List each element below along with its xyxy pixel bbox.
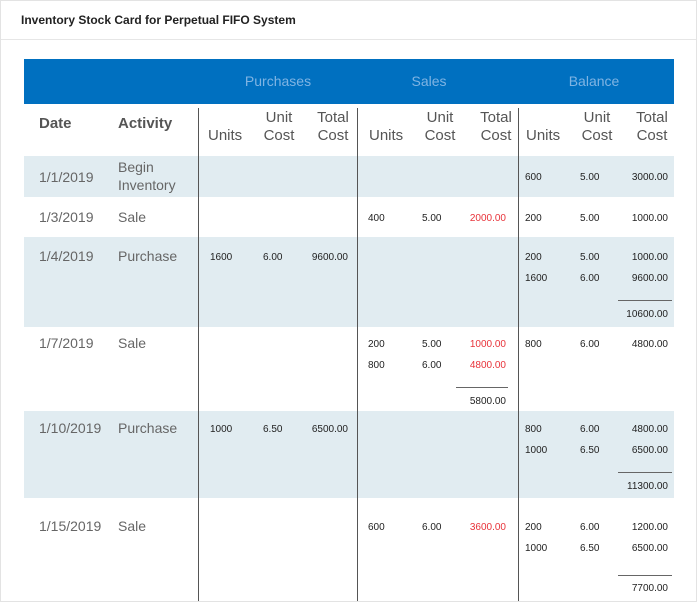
column-divider (198, 108, 199, 601)
balance-total-cost: 6500.00 (631, 445, 668, 456)
header-total-cost: Cost (480, 127, 512, 144)
balance-unit-cost: 6.00 (580, 522, 600, 533)
balance-units: 800 (525, 339, 542, 350)
header-total-cost: Total (636, 109, 668, 126)
balance-units: 800 (525, 424, 542, 435)
balance-unit-cost: 6.00 (580, 424, 600, 435)
sales-units: 200 (368, 339, 385, 350)
sales-total-cost: 1000.00 (469, 339, 506, 350)
date-cell: 1/3/2019 (39, 209, 94, 225)
header-unit-cost: Cost (424, 127, 456, 144)
header-unit-cost: Unit (265, 109, 293, 126)
header-units: Units (369, 127, 404, 144)
header-total-cost: Total (480, 109, 512, 126)
activity-cell: Purchase (118, 420, 178, 436)
balance-total-cost: 3000.00 (631, 172, 668, 183)
sales-unit-cost: 5.00 (422, 213, 442, 224)
date-cell: 1/1/2019 (39, 169, 94, 185)
balance-total-cost: 1000.00 (631, 252, 668, 263)
activity-cell: Sale (118, 518, 147, 534)
column-divider (357, 108, 358, 601)
sales-unit-cost: 6.00 (422, 522, 442, 533)
balance-total-cost: 1200.00 (631, 522, 668, 533)
sales-total-cost: 3600.00 (469, 522, 506, 533)
activity-cell: Begin (118, 159, 154, 175)
balance-total-cost: 6500.00 (631, 543, 668, 554)
balance-unit-cost: 5.00 (580, 213, 600, 224)
sales-units: 800 (368, 360, 385, 371)
balance-subtotal-rule (618, 472, 672, 473)
sales-subtotal-rule (456, 387, 508, 388)
balance-unit-cost: 6.50 (580, 543, 600, 554)
balance-units: 200 (525, 252, 542, 263)
group-purchases: Purchases (244, 73, 312, 89)
header-unit-cost: Unit (426, 109, 454, 126)
balance-subtotal: 11300.00 (627, 481, 668, 492)
activity-cell: Sale (118, 209, 147, 225)
activity-cell: Sale (118, 335, 147, 351)
title-divider (1, 39, 696, 40)
date-cell: 1/10/2019 (39, 420, 102, 436)
header-total-cost: Total (317, 109, 349, 126)
header-units: Units (526, 127, 561, 144)
sales-subtotal: 5800.00 (469, 396, 506, 407)
balance-unit-cost: 6.50 (580, 445, 600, 456)
header-band (24, 59, 674, 104)
balance-subtotal-rule (618, 300, 672, 301)
balance-total-cost: 4800.00 (631, 424, 668, 435)
activity-cell: Inventory (118, 177, 176, 193)
table-row (24, 411, 674, 498)
page-title: Inventory Stock Card for Perpetual FIFO … (21, 13, 296, 27)
balance-total-cost: 1000.00 (631, 213, 668, 224)
header-total-cost: Cost (317, 127, 349, 144)
header-unit-cost: Unit (583, 109, 611, 126)
header-total-cost: Cost (636, 127, 668, 144)
balance-units: 600 (525, 172, 542, 183)
table-row (24, 498, 674, 601)
balance-subtotal: 10600.00 (626, 309, 668, 320)
purchases-total-cost: 6500.00 (311, 424, 348, 435)
header-unit-cost: Cost (581, 127, 613, 144)
group-balance: Balance (568, 73, 620, 89)
table-row (24, 237, 674, 327)
purchases-units: 1600 (210, 252, 233, 263)
balance-unit-cost: 6.00 (580, 273, 600, 284)
sales-total-cost: 2000.00 (469, 213, 506, 224)
sales-units: 400 (368, 213, 385, 224)
activity-cell: Purchase (118, 248, 178, 264)
balance-unit-cost: 6.00 (580, 339, 600, 350)
purchases-unit-cost: 6.00 (263, 252, 283, 263)
date-cell: 1/4/2019 (39, 248, 94, 264)
balance-subtotal: 7700.00 (631, 583, 668, 594)
date-cell: 1/15/2019 (39, 518, 102, 534)
group-sales: Sales (411, 73, 447, 89)
sales-unit-cost: 5.00 (422, 339, 442, 350)
balance-subtotal-rule (618, 575, 672, 576)
column-divider (518, 108, 519, 601)
sales-units: 600 (368, 522, 385, 533)
balance-total-cost: 9600.00 (631, 273, 668, 284)
sales-total-cost: 4800.00 (469, 360, 506, 371)
balance-units: 1000 (525, 445, 548, 456)
header-activity: Activity (118, 115, 173, 132)
header-units: Units (208, 127, 243, 144)
balance-unit-cost: 5.00 (580, 172, 600, 183)
header-unit-cost: Cost (263, 127, 295, 144)
purchases-units: 1000 (210, 424, 233, 435)
purchases-total-cost: 9600.00 (311, 252, 348, 263)
balance-unit-cost: 5.00 (580, 252, 600, 263)
purchases-unit-cost: 6.50 (263, 424, 283, 435)
header-date: Date (39, 115, 72, 132)
balance-total-cost: 4800.00 (631, 339, 668, 350)
date-cell: 1/7/2019 (39, 335, 94, 351)
balance-units: 1000 (525, 543, 548, 554)
balance-units: 1600 (525, 273, 548, 284)
table-row (24, 156, 674, 197)
balance-units: 200 (525, 213, 542, 224)
sales-unit-cost: 6.00 (422, 360, 442, 371)
balance-units: 200 (525, 522, 542, 533)
